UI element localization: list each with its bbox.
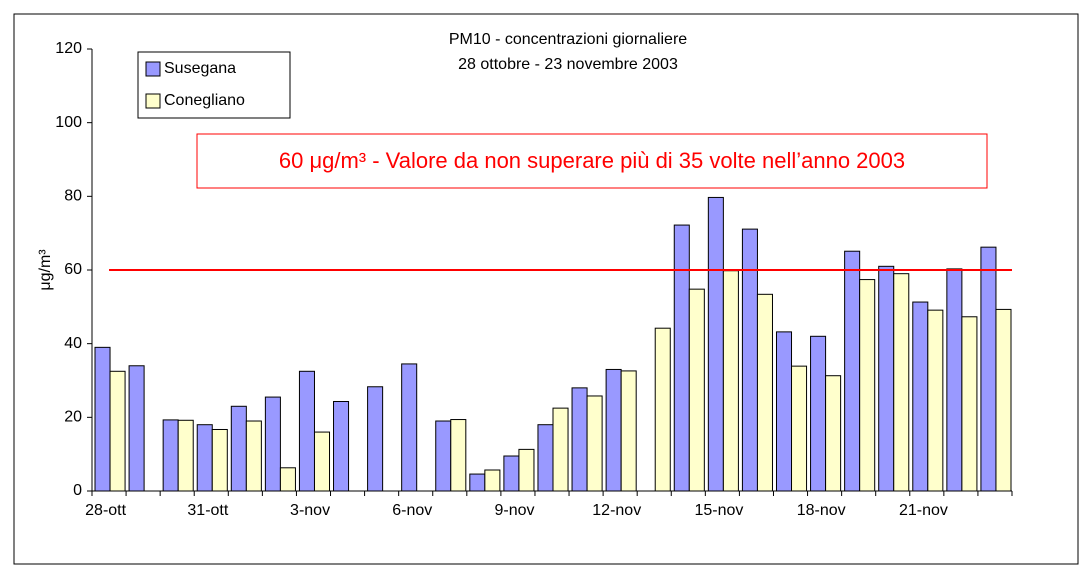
bar — [810, 335, 827, 492]
x-tick-label: 15-nov — [695, 502, 744, 519]
bar — [844, 250, 861, 492]
bar — [707, 196, 724, 492]
legend-label: Susegana — [164, 60, 236, 77]
bar — [961, 316, 978, 492]
bar — [912, 301, 929, 492]
bar — [196, 424, 213, 492]
bar — [313, 431, 331, 492]
bar — [230, 405, 247, 492]
annotation: 60 μg/m³ - Valore da non superare più di… — [279, 148, 905, 173]
legend-box — [137, 51, 291, 119]
bar — [605, 368, 622, 492]
bar — [94, 346, 111, 492]
bar — [435, 420, 452, 492]
y-tick-label: 0 — [73, 482, 82, 499]
bar — [333, 400, 350, 492]
x-tick-label: 31-ott — [187, 502, 228, 519]
bar — [859, 279, 876, 492]
bar — [298, 370, 315, 492]
bar — [177, 419, 194, 492]
bar — [450, 419, 467, 492]
bar — [825, 375, 842, 492]
y-axis-label: μg/m³ — [37, 249, 54, 291]
bar — [688, 288, 705, 492]
x-tick-label: 18-nov — [797, 502, 846, 519]
x-tick-label: 3-nov — [290, 502, 330, 519]
bar — [620, 370, 637, 492]
x-tick-label: 6-nov — [392, 502, 432, 519]
y-tick-label: 80 — [64, 188, 82, 205]
bar — [279, 467, 296, 492]
annotation-box — [196, 133, 988, 189]
bar — [503, 455, 520, 492]
bar — [484, 469, 501, 492]
bar — [673, 224, 690, 492]
x-tick-label: 28-ott — [85, 502, 126, 519]
bar — [162, 419, 179, 492]
bar — [128, 365, 145, 492]
bar — [245, 420, 262, 492]
bar — [211, 428, 228, 492]
bar — [264, 396, 281, 492]
y-tick-label: 100 — [55, 114, 82, 131]
y-tick-label: 60 — [64, 261, 82, 278]
chart-title: PM10 - concentrazioni giornaliere — [449, 31, 687, 48]
bar — [722, 270, 739, 492]
bar — [654, 327, 671, 492]
bar — [775, 331, 793, 492]
bar — [571, 387, 588, 492]
bar — [995, 308, 1012, 492]
bar — [741, 228, 758, 492]
chart-subtitle: 28 ottobre - 23 novembre 2003 — [458, 56, 678, 73]
bar — [878, 265, 895, 492]
bar — [946, 268, 963, 492]
bar — [893, 273, 910, 492]
x-tick-label: 12-nov — [592, 502, 641, 519]
bar — [367, 386, 384, 492]
bar — [401, 363, 418, 492]
bar — [927, 309, 944, 492]
y-tick-label: 20 — [64, 409, 82, 426]
bar — [537, 424, 554, 492]
legend-label: Conegliano — [164, 92, 245, 109]
legend-swatch — [145, 93, 161, 109]
legend-swatch — [145, 61, 161, 77]
bar — [109, 370, 126, 492]
x-tick-label: 9-nov — [495, 502, 535, 519]
bar — [518, 448, 535, 492]
bar — [469, 473, 486, 492]
bar — [791, 365, 808, 492]
x-tick-label: 21-nov — [899, 502, 948, 519]
y-tick-label: 40 — [64, 335, 82, 352]
bar — [586, 395, 603, 492]
bar — [980, 246, 997, 492]
y-tick-label: 120 — [55, 40, 82, 57]
bar — [756, 293, 773, 492]
bar — [552, 407, 569, 492]
